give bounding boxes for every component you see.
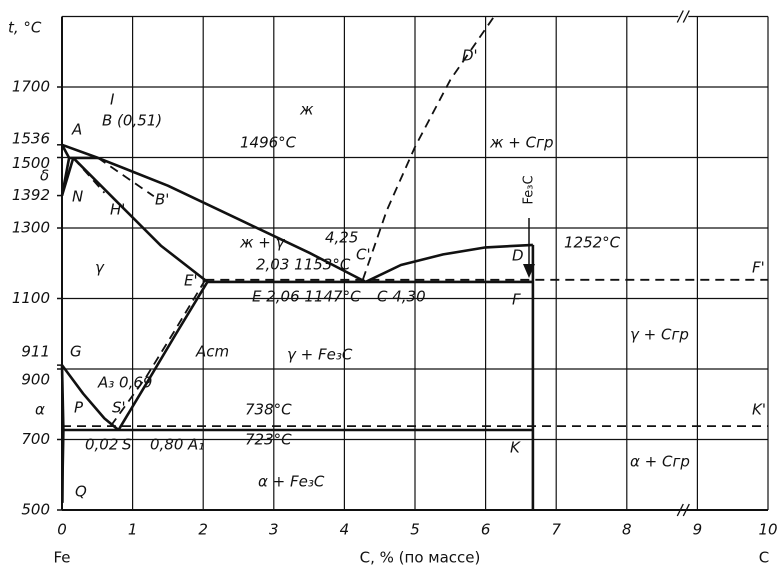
region-label: K' [752, 401, 766, 419]
x-tick-label: 3 [269, 521, 279, 539]
y-axis-label: t, °C [8, 19, 42, 37]
phase-boundary [60, 157, 75, 196]
axis-break [682, 10, 690, 23]
region-label: F [512, 291, 521, 309]
region-label: D [512, 247, 524, 265]
phase-boundary [365, 243, 533, 284]
region-label: γ + Cгр [630, 326, 689, 344]
region-label: E 2,06 1147°C [252, 288, 361, 306]
region-label: B' [155, 191, 169, 209]
region-label: A₁ [187, 436, 204, 454]
phase-boundary [60, 144, 71, 159]
x-tick-label: 1 [128, 521, 138, 539]
phase-boundary [61, 143, 367, 284]
y-tick-label: 1536 [12, 129, 50, 147]
region-label: A₃ 0,69 [97, 374, 152, 392]
phase-boundary [72, 156, 209, 283]
y-tick-label: 900 [21, 371, 50, 389]
region-label: N [72, 188, 83, 206]
y-tick-label: 911 [21, 343, 50, 361]
x-tick-label: 4 [340, 521, 350, 539]
region-label: H' [110, 201, 125, 219]
region-label: ж + Cгр [489, 134, 554, 152]
y-tick-label: 700 [21, 430, 50, 448]
region-label: 2,03 1153°C [256, 256, 351, 274]
region-label: G [70, 343, 82, 361]
region-label: α + Cгр [630, 453, 690, 471]
phase-boundary [117, 281, 209, 431]
x-tick-label: 0 [57, 521, 67, 539]
region-label: 723°C [245, 431, 292, 449]
x-tick-label: 5 [410, 521, 420, 539]
phase-boundary [361, 15, 495, 281]
phase-boundary [97, 157, 155, 198]
region-label: I [110, 91, 115, 109]
y-tick-label: 1700 [12, 78, 50, 96]
region-label: α [35, 401, 45, 419]
x-start-label: Fe [53, 549, 70, 567]
x-tick-label: 2 [198, 521, 208, 539]
phase-boundary [61, 429, 65, 503]
region-label: E' [184, 272, 198, 290]
region-label: δ [40, 167, 49, 185]
region-label: γ [95, 259, 105, 277]
x-end-label: C [759, 549, 769, 567]
x-tick-label: 10 [758, 521, 777, 539]
region-label: 1252°C [564, 234, 621, 252]
region-label: 738°C [245, 401, 292, 419]
y-tick-label: 1392 [12, 186, 50, 204]
region-label: S' [112, 399, 126, 417]
region-label: D' [462, 47, 478, 65]
phase-boundary [60, 365, 65, 431]
y-tick-label: 1300 [12, 219, 50, 237]
region-label: C' [356, 246, 371, 264]
region-label: P [74, 399, 84, 417]
x-tick-label: 9 [693, 521, 703, 539]
region-label: C 4,30 [377, 288, 426, 306]
region-label: Fe₃C [522, 175, 537, 204]
arrow-head [523, 264, 535, 278]
region-label: 0,02 [85, 436, 118, 454]
x-tick-label: 7 [551, 521, 561, 539]
region-label: F' [752, 259, 765, 277]
region-label: Q [75, 483, 87, 501]
x-tick-label: 6 [481, 521, 491, 539]
region-label: S [122, 436, 132, 454]
region-label: γ + Fe₃C [287, 346, 353, 364]
region-label: Acm [195, 343, 229, 361]
x-axis-label: C, % (по массе) [360, 549, 481, 567]
region-label: K [510, 439, 521, 457]
region-label: 1496°C [240, 134, 297, 152]
region-label: B (0,51) [102, 112, 162, 130]
region-label: 4,25 [325, 229, 358, 247]
x-tick-label: 8 [622, 521, 632, 539]
y-tick-label: 1100 [12, 289, 50, 307]
region-label: ж [299, 101, 314, 119]
region-label: 0,80 [150, 436, 183, 454]
region-label: A [71, 121, 82, 139]
region-label: ж + γ [239, 234, 286, 252]
y-tick-label: 500 [21, 501, 50, 519]
phase-boundary [72, 157, 106, 194]
y-tick-label: 1500 [12, 154, 50, 172]
phase-boundary [109, 279, 207, 427]
region-label: α + Fe₃C [258, 473, 325, 491]
axis-break [676, 10, 684, 23]
axis-break-gap [678, 11, 689, 22]
